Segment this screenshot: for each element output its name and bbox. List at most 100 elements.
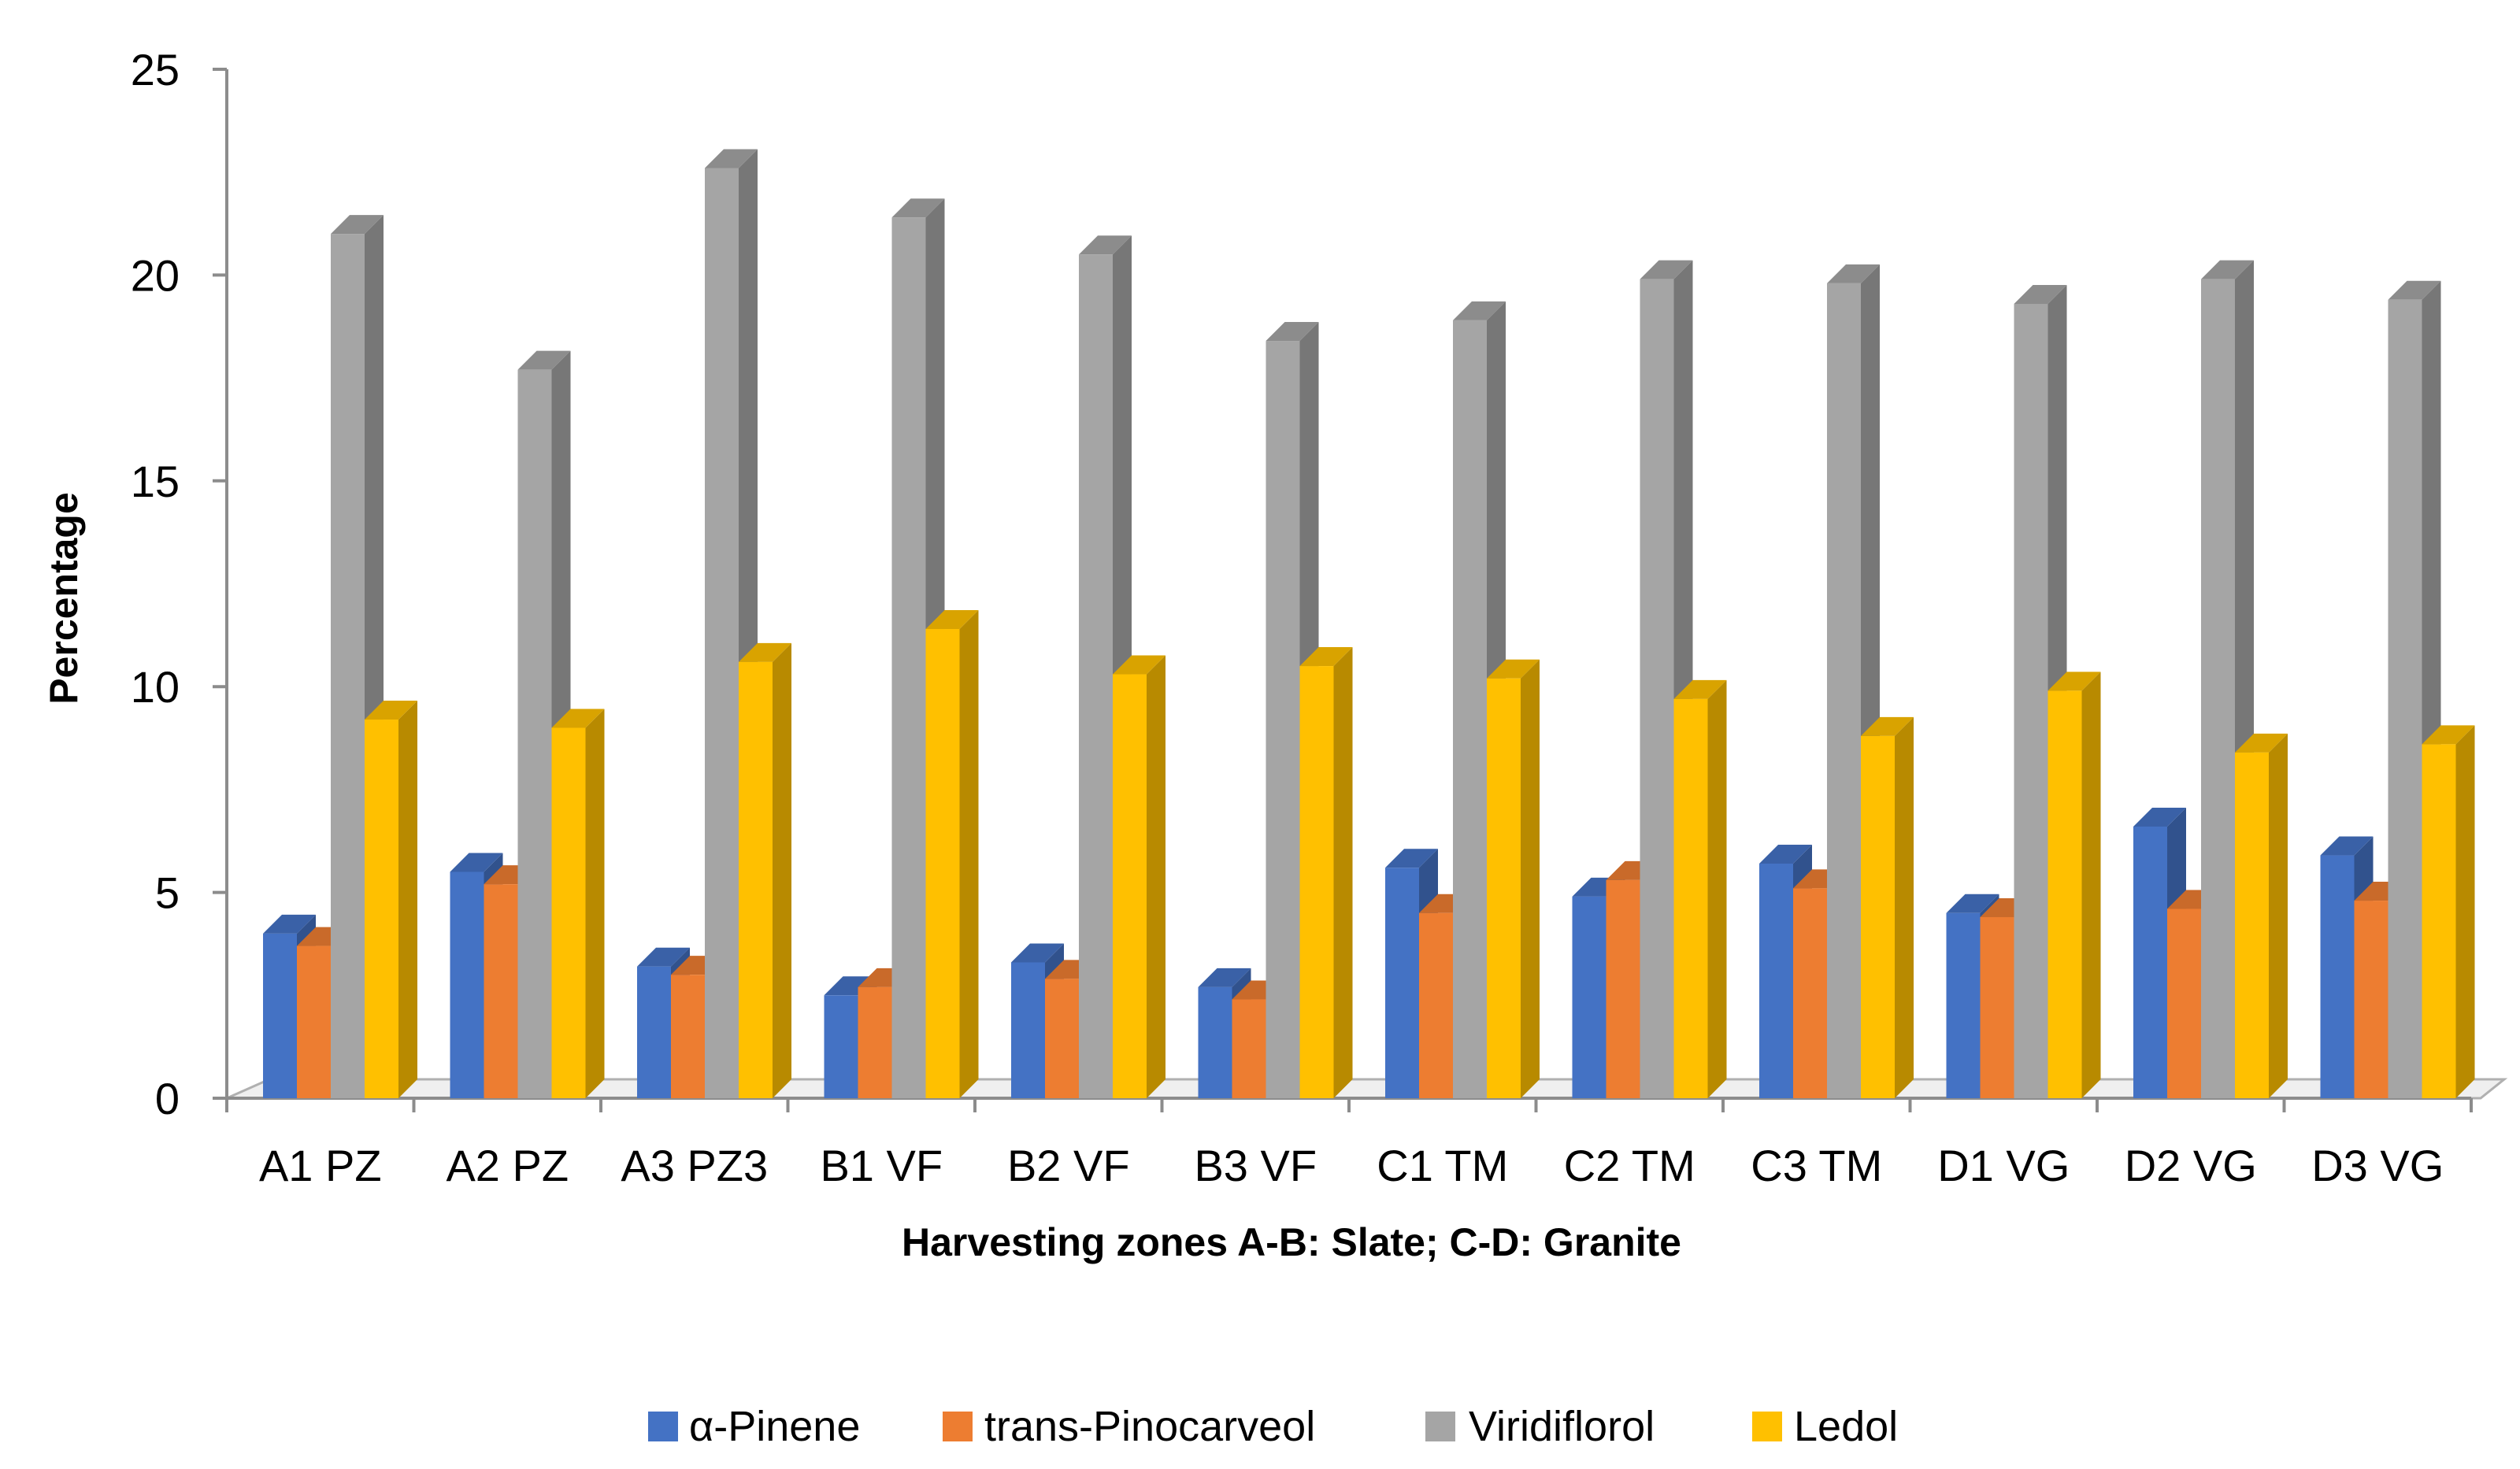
bar-front [1640, 279, 1674, 1099]
bar-front [858, 986, 892, 1098]
bar-top [1759, 845, 1812, 864]
y-axis-tick-labels: 0 5 10 15 20 25 [131, 45, 180, 1123]
bar-top [331, 215, 384, 235]
x-tick-label: C1 TM [1377, 1141, 1508, 1190]
bar-front [1198, 986, 1232, 1098]
bar-front [1572, 896, 1606, 1098]
x-tick-label: B3 VF [1194, 1141, 1317, 1190]
bar-top [1861, 716, 1914, 736]
y-tick-label: 5 [155, 868, 180, 918]
bar-side [1895, 716, 1914, 1098]
bar-front [1980, 916, 2014, 1098]
bar-top [2133, 807, 2186, 827]
bar-top [2235, 733, 2288, 753]
bar-front [739, 661, 773, 1098]
legend-swatch [1425, 1412, 1455, 1441]
bar-front [263, 933, 297, 1098]
bar-top [1266, 322, 1319, 342]
x-axis-title: Harvesting zones A-B: Slate; C-D: Granit… [902, 1220, 1681, 1264]
legend-entry: α-Pinene [648, 1403, 860, 1450]
bar-front [365, 720, 398, 1098]
y-tick-label: 0 [155, 1074, 180, 1123]
bar-front [705, 168, 739, 1098]
bar-front [2133, 826, 2167, 1098]
bar [1299, 647, 1353, 1098]
x-tick-label: C2 TM [1564, 1141, 1695, 1190]
legend-label: Ledol [1794, 1403, 1898, 1450]
bar [365, 701, 417, 1098]
bar-side [585, 709, 605, 1098]
bar-top [1299, 647, 1353, 667]
x-tick-label: A3 PZ3 [621, 1141, 768, 1190]
bar-top [1453, 301, 1506, 320]
bar-side [2081, 672, 2101, 1098]
bar-front [517, 369, 552, 1098]
bar-front [1385, 868, 1419, 1098]
bar-top [2014, 284, 2067, 304]
bar-top [1113, 655, 1166, 675]
legend-entry: trans-Pinocarveol [943, 1403, 1315, 1450]
bar [2048, 672, 2101, 1098]
chart-axes [213, 68, 2473, 1112]
bar [551, 709, 605, 1098]
legend: α-Pinene trans-Pinocarveol Viridiflorol Led… [648, 1403, 1898, 1450]
bar-top [1198, 968, 1251, 987]
bar-side [2269, 733, 2288, 1098]
bar-front [1453, 320, 1487, 1099]
bar [2201, 260, 2254, 1099]
bar-front [1946, 912, 1981, 1098]
x-tick-label: A1 PZ [259, 1141, 382, 1190]
y-axis-title: Percentage [42, 492, 86, 705]
bar [1113, 655, 1166, 1098]
bar-front [1232, 999, 1266, 1098]
bar-top [1487, 659, 1540, 679]
bar-top [705, 149, 758, 168]
y-tick-label: 15 [131, 457, 180, 506]
bar-top [1827, 264, 1880, 283]
bar [1487, 659, 1540, 1098]
y-tick-label: 20 [131, 250, 180, 300]
bar-side [1147, 655, 1166, 1098]
bar-front [2388, 299, 2422, 1098]
bar-top [637, 947, 690, 967]
bar-front [450, 871, 484, 1098]
chart-bars [263, 149, 2475, 1099]
bar-front [2201, 279, 2235, 1099]
bar-top [1673, 679, 1727, 699]
legend-swatch [1752, 1412, 1782, 1441]
bar [2235, 733, 2288, 1098]
x-tick-label: D3 VG [2311, 1141, 2444, 1190]
bar-top [891, 198, 945, 218]
bar-top [2320, 836, 2374, 856]
x-tick-label: C3 TM [1751, 1141, 1882, 1190]
bar-top [263, 914, 316, 934]
bar-front [1793, 888, 1827, 1098]
bar-top [2201, 260, 2254, 279]
bar-top [450, 853, 503, 872]
bar-front [2320, 855, 2355, 1098]
legend-entry: Viridiflorol [1425, 1403, 1655, 1450]
bar-front [2422, 744, 2456, 1098]
x-tick-label: A2 PZ [446, 1141, 569, 1190]
bar-top [1385, 849, 1438, 868]
bar-front [331, 234, 365, 1098]
legend-swatch [943, 1412, 973, 1441]
bar-top [365, 701, 417, 720]
bar-front [824, 995, 858, 1098]
bar-top [1079, 235, 1132, 255]
bar-front [637, 966, 671, 1098]
bar-front [2014, 303, 2048, 1099]
bar-top [1640, 260, 1693, 279]
legend-swatch [648, 1412, 678, 1441]
bar-side [1333, 647, 1353, 1098]
bar [739, 642, 791, 1098]
bar [925, 610, 979, 1098]
legend-label: trans-Pinocarveol [984, 1403, 1315, 1450]
legend-label: α-Pinene [689, 1403, 860, 1450]
bar-top [739, 642, 791, 662]
bar-front [2235, 752, 2269, 1098]
x-tick-label: D2 VG [2125, 1141, 2257, 1190]
bar-front [484, 884, 518, 1098]
bar-side [959, 610, 979, 1098]
